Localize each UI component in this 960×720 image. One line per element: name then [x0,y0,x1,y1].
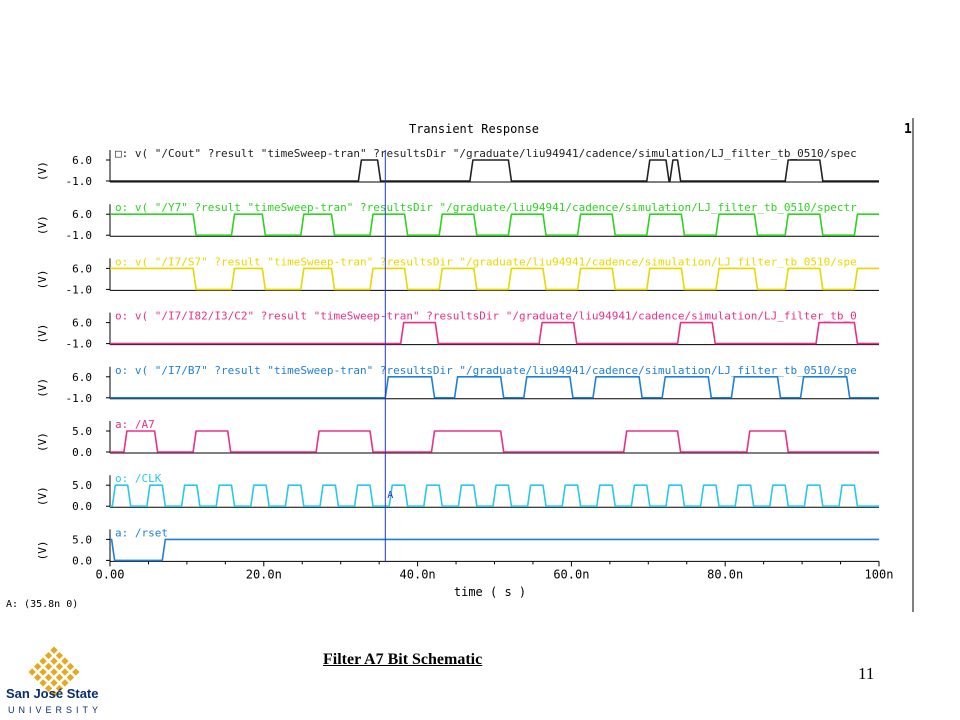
logo-subtitle: UNIVERSITY [8,705,103,715]
logo-tile [44,651,53,660]
waveform-panel-4: (V) 6.0 -1.0 o: v( "/I7/B7" ?result "timeSw… [36,364,879,405]
logo-tile [44,673,53,682]
waveform-trace [110,484,879,507]
y-unit-label: (V) [36,540,49,560]
y-unit-label: (V) [36,378,49,398]
waveform-panel-5: (V) 5.0 0.0 a: /A7 [36,418,879,459]
series-label: □: v( "/Cout" ?result "timeSweep-tran" ?… [115,147,857,160]
y-unit-label: (V) [36,161,49,181]
slide-caption: Filter A7 Bit Schematic [323,651,483,668]
x-tick-label: 20.0n [246,567,282,581]
logo-tile [55,673,64,682]
logo-tile [66,662,75,671]
waveform-trace [110,213,879,236]
y-tick-label-low: -1.0 [66,175,93,188]
waveform-trace [110,267,879,291]
corner-marker: 1 [904,122,912,137]
waveform-trace [110,321,879,345]
logo-tile [50,668,58,676]
cursor-readout: A: (35.8n 0) [6,599,78,610]
logo-tile [28,668,36,676]
y-tick-label-high: 5.0 [72,425,92,438]
logo-wordmark: San José State [6,686,99,701]
university-logo-icon [28,646,80,698]
waveform-trace [110,159,879,182]
y-tick-label-low: 0.0 [72,500,92,513]
y-unit-label: (V) [36,486,49,506]
logo-tile [72,668,80,676]
waveform-trace [110,538,879,562]
series-label: o: /CLK [115,472,162,485]
series-label: o: v( "/I7/I82/I3/C2" ?result "timeSweep… [115,310,857,323]
waveform-panel-1: (V) 6.0 -1.0 o: v( "/Y7" ?result "timeSweep… [36,201,879,242]
waveform-panels: (V) 6.0 -1.0 □: v( "/Cout" ?result "timeSwe… [36,147,879,567]
x-tick-label: 0.00 [96,567,125,581]
logo-tile [39,657,47,665]
page-number: 11 [858,664,875,683]
x-tick-label: 100n [865,567,894,581]
x-tick-label: 80.0n [707,567,743,581]
logo-tile [50,690,58,698]
x-axis: 0.00 20.0n 40.0n 60.0n 80.0n 100n [96,561,894,581]
waveform-panel-6: (V) 5.0 0.0 o: /CLK [36,472,879,513]
y-tick-label-high: 6.0 [72,371,92,384]
y-tick-label-high: 6.0 [72,317,92,330]
y-unit-label: (V) [36,269,49,289]
logo-tile [50,657,58,665]
logo-tile [61,668,69,676]
waveform-panel-7: (V) 5.0 0.0 a: /rset [36,526,879,567]
y-tick-label-high: 5.0 [72,479,92,492]
x-axis-label: time ( s ) [454,585,526,599]
y-tick-label-low: -1.0 [66,392,93,405]
series-label: a: /A7 [115,418,155,431]
logo-tile [33,673,42,682]
cursor-label: A [387,490,393,501]
series-label: o: v( "/Y7" ?result "timeSweep-tran" ?re… [115,201,857,214]
logo-tile [39,668,47,676]
x-tick-label: 60.0n [553,567,589,581]
y-tick-label-low: -1.0 [66,338,93,351]
waveform-trace [110,376,879,399]
series-label: a: /rset [115,526,168,539]
y-tick-label-low: -1.0 [66,229,93,242]
waveform-trace [110,430,879,453]
y-unit-label: (V) [36,432,49,452]
y-unit-label: (V) [36,215,49,235]
logo-tile [66,673,75,682]
y-unit-label: (V) [36,324,49,344]
logo-tile [55,651,64,660]
series-label: o: v( "/I7/B7" ?result "timeSweep-tran" … [115,364,857,377]
logo-tile [44,662,53,671]
series-label: o: v( "/I7/S7" ?result "timeSweep-tran" … [115,255,857,268]
y-tick-label-low: 0.0 [72,554,92,567]
chart-title: Transient Response [409,122,539,136]
y-tick-label-high: 6.0 [72,262,92,275]
x-tick-label: 40.0n [400,567,436,581]
waveform-panel-2: (V) 6.0 -1.0 o: v( "/I7/S7" ?result "timeSw… [36,255,879,296]
waveform-panel-3: (V) 6.0 -1.0 o: v( "/I7/I82/I3/C2" ?result … [36,310,879,351]
logo-tile [61,657,69,665]
y-tick-label-low: 0.0 [72,446,92,459]
logo-tile [33,662,42,671]
logo-tile [50,646,58,654]
y-tick-label-high: 5.0 [72,533,92,546]
y-tick-label-low: -1.0 [66,283,93,296]
waveform-panel-0: (V) 6.0 -1.0 □: v( "/Cout" ?result "timeSwe… [36,147,879,188]
y-tick-label-high: 6.0 [72,208,92,221]
y-tick-label-high: 6.0 [72,154,92,167]
logo-tile [55,662,64,671]
